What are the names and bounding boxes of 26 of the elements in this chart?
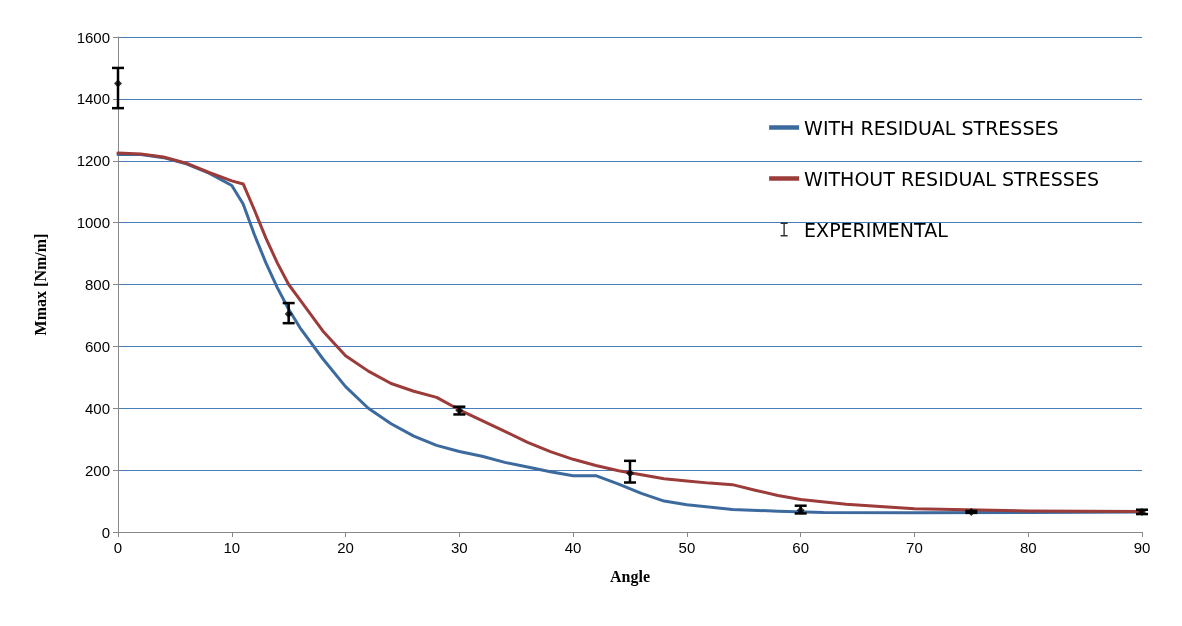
y-axis-title: Mmax [Nm/m]	[31, 233, 49, 336]
x-tick-label: 80	[1019, 539, 1037, 556]
y-tick-label: 1600	[76, 28, 110, 46]
y-tick-label: 1400	[76, 90, 110, 108]
y-tick-label: 600	[84, 337, 110, 355]
y-tick-label: 1200	[76, 152, 110, 170]
x-axis-title: Angle	[610, 567, 650, 586]
legend-label: WITHOUT RESIDUAL STRESSES	[804, 167, 1100, 190]
x-tick-label: 50	[678, 539, 696, 556]
x-tick-label: 30	[450, 539, 468, 556]
x-tick-label: 20	[337, 539, 354, 556]
y-tick-label: 400	[84, 399, 110, 417]
x-tick-label: 10	[223, 539, 241, 556]
legend-label: WITH RESIDUAL STRESSES	[804, 116, 1059, 139]
x-tick-label: 90	[1133, 539, 1151, 556]
x-tick-label: 40	[564, 539, 582, 556]
x-tick-label: 60	[792, 539, 810, 556]
point	[626, 469, 634, 478]
legend-label: EXPERIMENTAL	[804, 218, 949, 241]
point	[114, 79, 122, 88]
x-tick-label: 70	[906, 539, 923, 556]
y-tick-label: 1000	[76, 214, 110, 232]
y-tick-label: 0	[101, 523, 110, 541]
x-tick-label: 0	[113, 539, 123, 556]
y-tick-label: 800	[84, 276, 110, 293]
y-tick-label: 200	[84, 461, 110, 479]
